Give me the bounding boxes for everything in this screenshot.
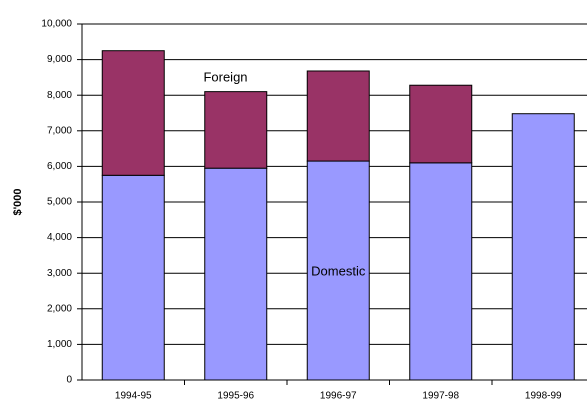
y-tick-label: 3,000 bbox=[47, 268, 72, 279]
y-tick-label: 8,000 bbox=[47, 90, 72, 101]
x-tick-label: 1996-97 bbox=[320, 391, 357, 402]
x-tick-label: 1994-95 bbox=[115, 391, 152, 402]
y-tick-label: 5,000 bbox=[47, 197, 72, 208]
y-tick-label: 6,000 bbox=[47, 161, 72, 172]
bar-segment bbox=[204, 91, 268, 169]
y-tick-label: 0 bbox=[66, 375, 72, 386]
bar-segment bbox=[101, 50, 165, 176]
y-tick-label: 1,000 bbox=[47, 339, 72, 350]
y-tick-label: 10,000 bbox=[41, 19, 72, 30]
bar-segment bbox=[409, 162, 473, 381]
bar-segment bbox=[101, 174, 165, 381]
bar-segment bbox=[511, 113, 575, 381]
series-label: Domestic bbox=[311, 263, 366, 278]
y-tick-label: 4,000 bbox=[47, 232, 72, 243]
x-tick-label: 1997-98 bbox=[422, 391, 459, 402]
bar-segment bbox=[306, 70, 370, 162]
series-label: Foreign bbox=[203, 69, 247, 84]
bar-segment bbox=[204, 167, 268, 381]
x-tick-label: 1995-96 bbox=[217, 391, 254, 402]
bar-segment bbox=[409, 84, 473, 164]
y-axis-label: $'000 bbox=[12, 188, 24, 215]
y-tick-label: 7,000 bbox=[47, 125, 72, 136]
y-tick-label: 2,000 bbox=[47, 303, 72, 314]
y-tick-label: 9,000 bbox=[47, 54, 72, 65]
x-tick-label: 1998-99 bbox=[525, 391, 562, 402]
